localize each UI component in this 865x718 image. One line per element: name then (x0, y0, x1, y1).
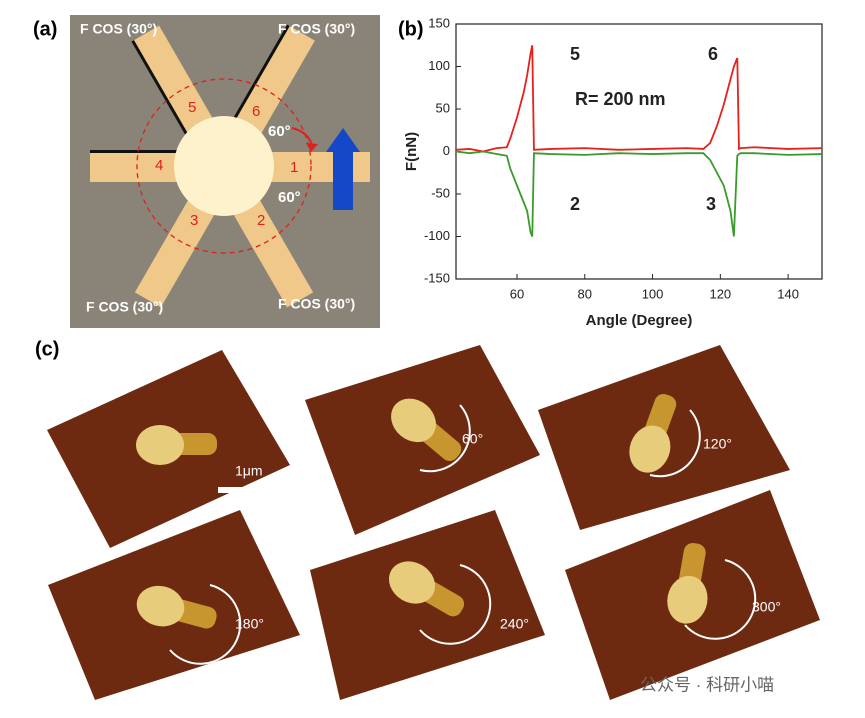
afm-disk (629, 425, 671, 473)
y-tick-label: -50 (431, 185, 450, 200)
rotation-label: 240° (500, 616, 529, 632)
position-number: 4 (155, 157, 163, 174)
x-tick-label: 120 (709, 286, 731, 301)
force-label: F COS (30°) (278, 296, 355, 312)
annotation: 2 (570, 194, 580, 214)
afm-particle (391, 398, 462, 461)
x-tick-label: 140 (777, 286, 799, 301)
position-number: 3 (190, 212, 198, 229)
rotation-arc (419, 404, 471, 473)
plot-frame (455, 23, 823, 280)
afm-disk (136, 425, 184, 465)
y-tick-label: 0 (443, 143, 450, 158)
afm-frame (310, 510, 545, 700)
annotation: 6 (708, 44, 718, 64)
arms (90, 24, 370, 308)
position-number: 6 (252, 103, 260, 120)
x-axis-label: Angle (Degree) (586, 312, 693, 329)
y-tick-label: -150 (424, 270, 450, 285)
y-axis-label: F(nN) (403, 132, 420, 171)
afm-disk (136, 585, 185, 627)
y-tick-label: 150 (428, 15, 450, 30)
x-tick-label: 80 (578, 286, 592, 301)
rotation-label: 300° (752, 599, 781, 615)
afm-particle (136, 585, 217, 629)
rotation-arc (419, 564, 492, 645)
rotation-label: 120° (703, 436, 732, 452)
annotation: 5 (570, 44, 580, 64)
afm-particle (667, 542, 708, 624)
force-label: F COS (30°) (80, 21, 157, 37)
x-tick-label: 60 (510, 286, 524, 301)
afm-particle (629, 393, 677, 473)
chart: -150 -100 -50 0 50 100 150 60 80 100 120 140 Angle (… (403, 15, 823, 329)
rotation-arc (649, 409, 701, 478)
rotation-label: 60° (462, 431, 483, 447)
annotation: 3 (706, 194, 716, 214)
afm-images (47, 345, 820, 700)
position-number: 2 (257, 212, 265, 229)
y-tick-label: -100 (424, 228, 450, 243)
angle-label: 60° (268, 123, 291, 140)
position-number: 1 (290, 159, 298, 176)
panel-label: (c) (35, 338, 59, 360)
afm-particle (136, 425, 217, 465)
angle-label: 60° (278, 189, 301, 206)
afm-disk (388, 561, 436, 604)
rotation-arc (169, 584, 242, 665)
scale-label: 1μm (235, 463, 263, 479)
series-line (455, 45, 823, 153)
rotation-label: 180° (235, 616, 264, 632)
annotation: R= 200 nm (575, 89, 666, 109)
force-label: F COS (30°) (86, 299, 163, 315)
watermark: 公众号 · 科研小喵 (640, 675, 774, 694)
position-number: 5 (188, 99, 196, 116)
series-line (455, 150, 823, 237)
rotation-arc (684, 559, 757, 640)
afm-disk (391, 398, 436, 443)
panel-label: (a) (33, 18, 57, 40)
y-tick-label: 100 (428, 58, 450, 73)
panel-label: (b) (398, 18, 424, 40)
afm-disk (667, 575, 708, 624)
force-label: F COS (30°) (278, 21, 355, 37)
y-tick-label: 50 (436, 100, 450, 115)
afm-particle (388, 561, 465, 617)
x-tick-label: 100 (642, 286, 664, 301)
